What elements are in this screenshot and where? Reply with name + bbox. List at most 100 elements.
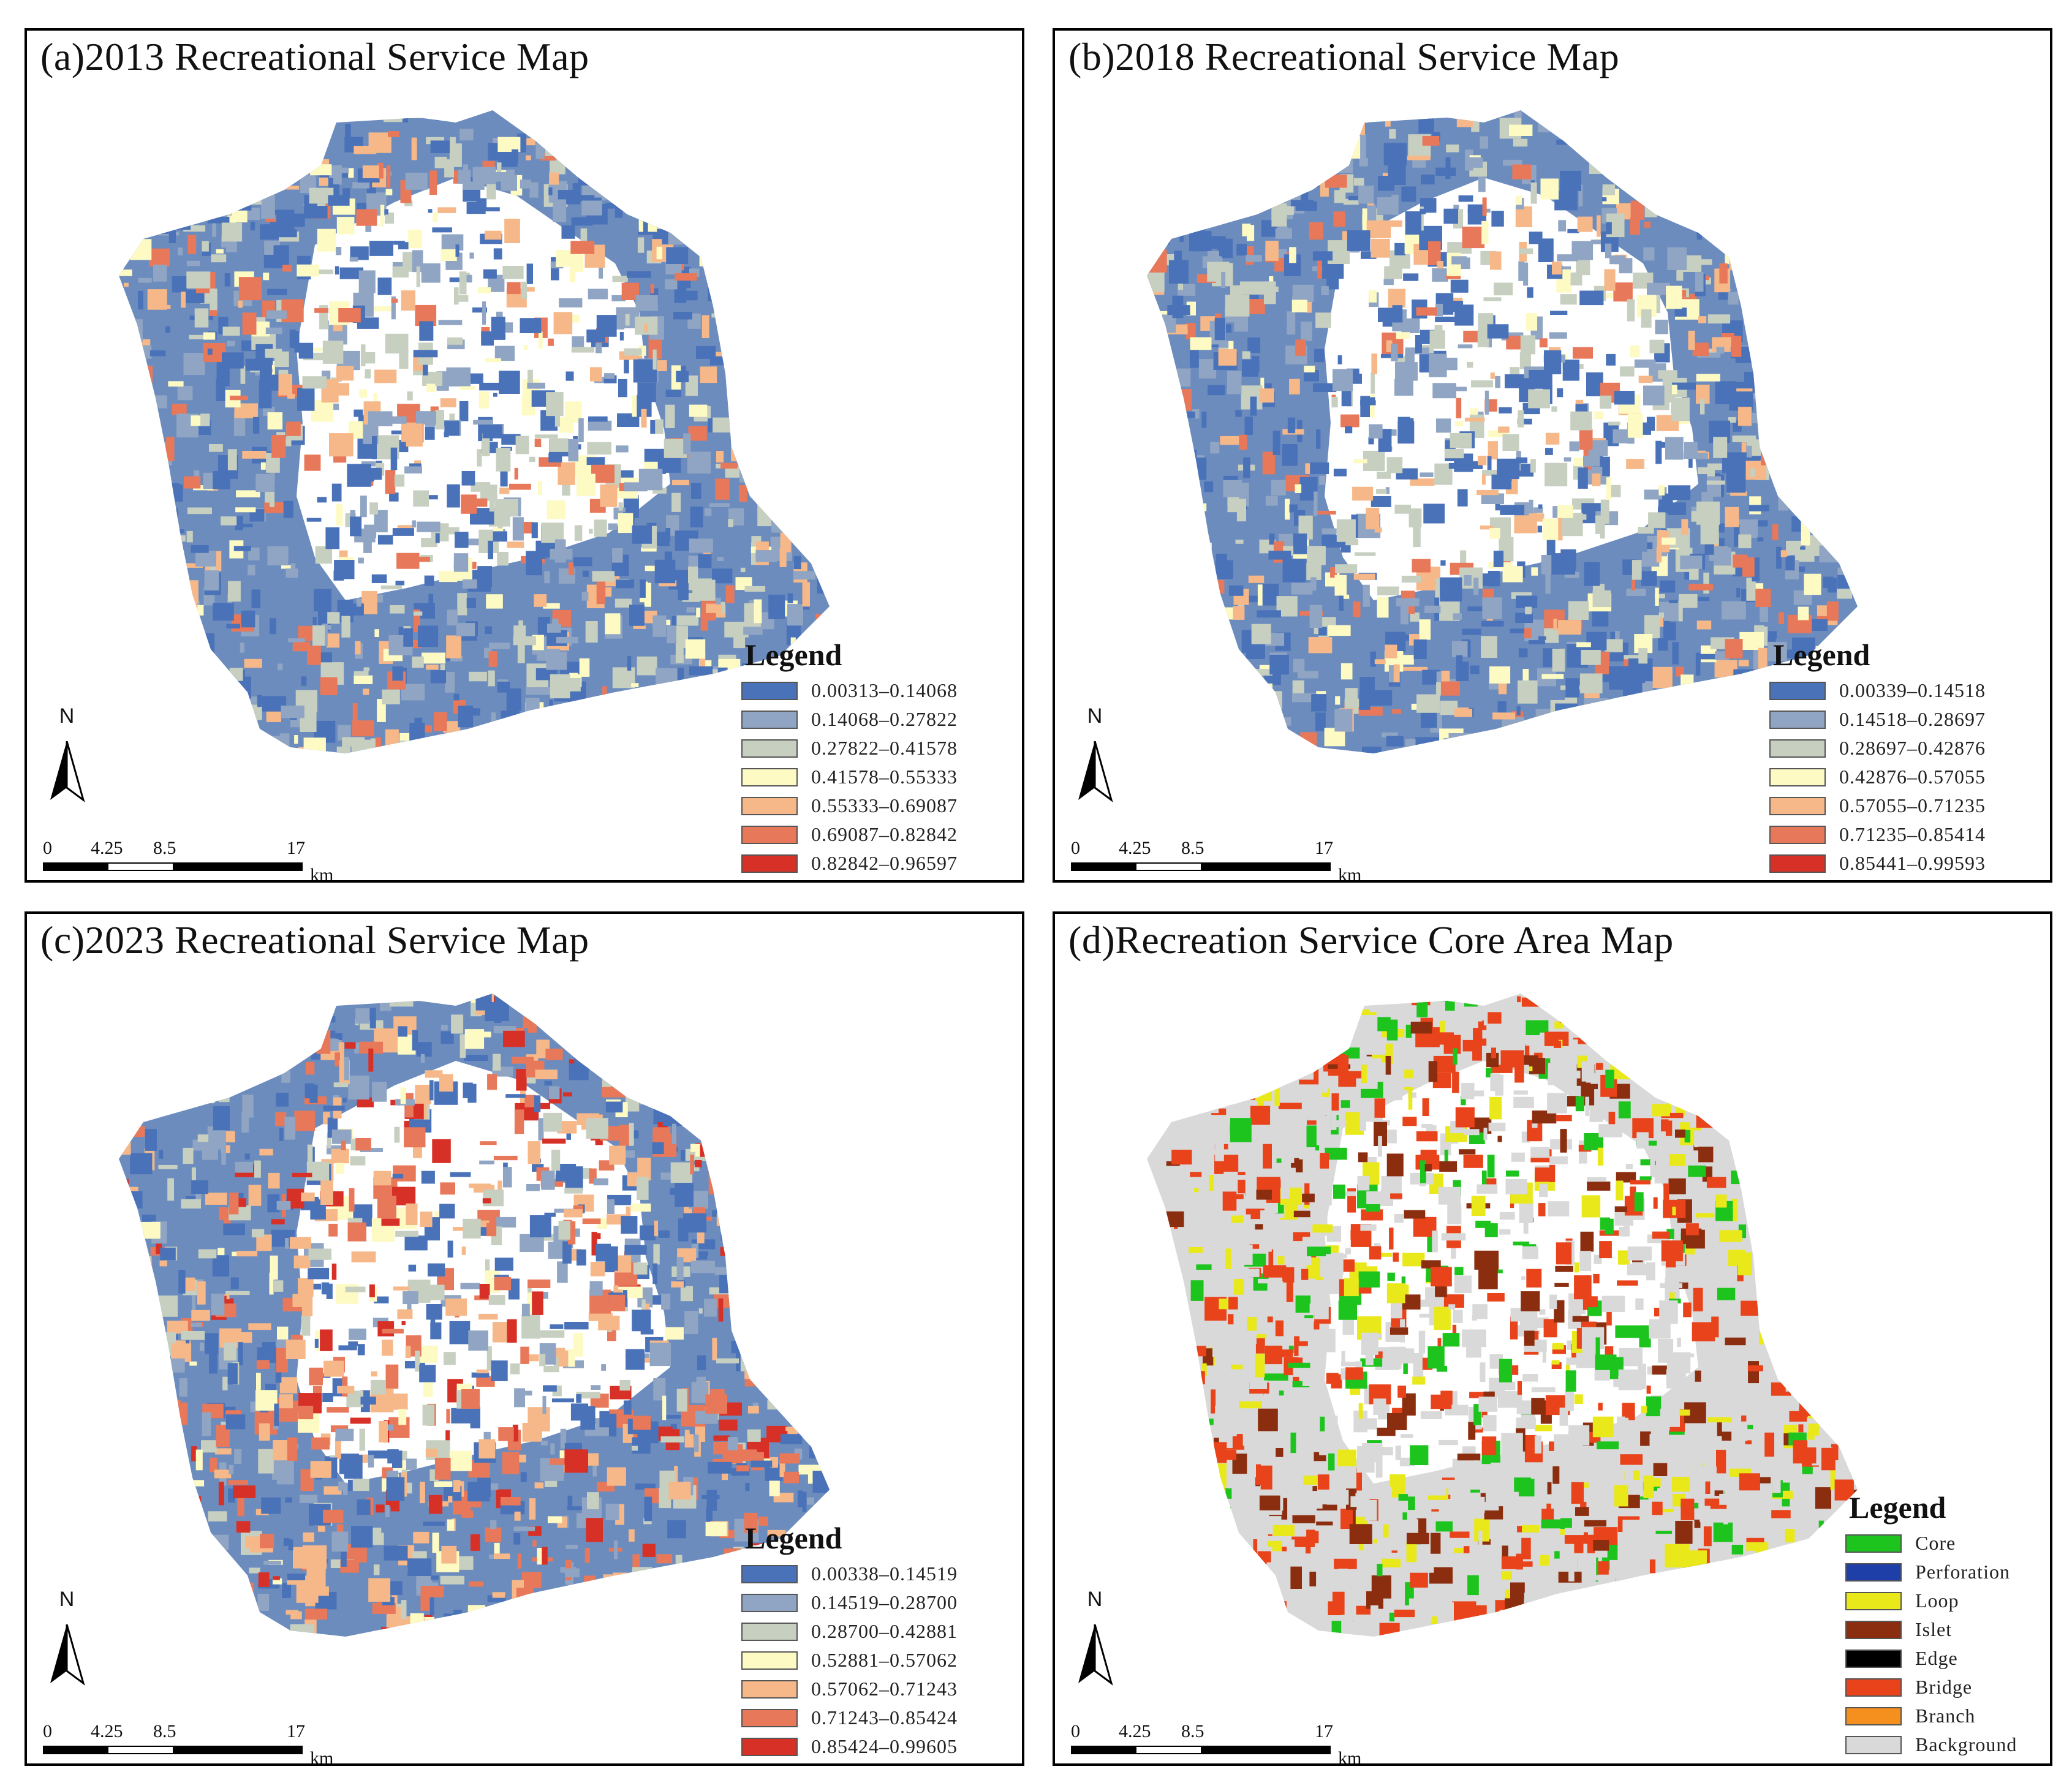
panel-title: (b)2018 Recreational Service Map xyxy=(1068,35,1620,78)
legend-item: Edge xyxy=(1845,1644,2017,1673)
legend-item: Branch xyxy=(1845,1702,2017,1730)
legend-swatch xyxy=(741,1651,798,1670)
scale-unit: km xyxy=(1338,1748,1362,1766)
legend-label: 0.00338–0.14519 xyxy=(811,1563,958,1585)
legend-item: 0.85441–0.99593 xyxy=(1769,849,1986,878)
legend-item: 0.52881–0.57062 xyxy=(741,1646,958,1675)
north-arrow: N xyxy=(1073,1588,1116,1716)
scale-tick-3: 17 xyxy=(1315,838,1333,858)
scale-tick-3: 17 xyxy=(1315,1721,1333,1741)
map-panel-core-area: (d)Recreation Service Core Area Map Lege… xyxy=(1053,911,2052,1766)
legend-label: 0.00313–0.14068 xyxy=(811,679,958,701)
legend-swatch xyxy=(1769,854,1826,873)
legend-item: 0.57055–0.71235 xyxy=(1769,791,1986,820)
scale-tick-2: 8.5 xyxy=(1181,1721,1204,1741)
legend-item: 0.14518–0.28697 xyxy=(1769,705,1986,734)
legend-swatch xyxy=(741,1708,798,1727)
scale-bar-body xyxy=(43,862,303,871)
legend-label: 0.85424–0.99605 xyxy=(811,1735,958,1757)
north-arrow-icon xyxy=(50,741,85,802)
north-arrow: N xyxy=(1073,704,1116,833)
scale-tick-3: 17 xyxy=(287,838,305,858)
legend-swatch xyxy=(741,1593,798,1612)
legend-swatch xyxy=(741,796,798,815)
north-arrow: N xyxy=(45,1588,88,1716)
legend: Legend Core Perforation Loop Islet Edge Bridg… xyxy=(1845,1490,2017,1759)
legend-item: 0.41578–0.55333 xyxy=(741,763,958,791)
legend-label: Core xyxy=(1915,1532,1956,1554)
scale-unit: km xyxy=(310,865,334,883)
legend-title: Legend xyxy=(1773,638,1870,672)
scale-bar: 0 4.25 8.5 17 km xyxy=(1071,1721,1414,1763)
legend-swatch xyxy=(741,1622,798,1641)
panel-title: (d)Recreation Service Core Area Map xyxy=(1068,918,1674,962)
legend-label: 0.42876–0.57055 xyxy=(1839,766,1986,788)
legend-item: Core xyxy=(1845,1529,2017,1558)
scale-unit: km xyxy=(1338,865,1362,883)
scale-tick-0: 0 xyxy=(1071,838,1080,858)
legend-label: 0.57055–0.71235 xyxy=(1839,794,1986,816)
map-panel-2013: (a)2013 Recreational Service Map Legend … xyxy=(25,28,1024,883)
legend-item: 0.00313–0.14068 xyxy=(741,676,958,705)
recreation-service-core-area-map xyxy=(1147,994,1858,1637)
legend-label: 0.41578–0.55333 xyxy=(811,766,958,788)
legend-swatch xyxy=(741,1564,798,1583)
legend: Legend 0.00339–0.14518 0.14518–0.28697 0.2… xyxy=(1769,637,1986,878)
legend-swatch xyxy=(741,825,798,844)
legend-swatch xyxy=(1845,1649,1902,1668)
legend-item: 0.42876–0.57055 xyxy=(1769,763,1986,791)
scale-tick-2: 8.5 xyxy=(1181,838,1204,858)
legend-item: Bridge xyxy=(1845,1673,2017,1702)
legend-label: 0.69087–0.82842 xyxy=(811,823,958,845)
legend-item: 0.85424–0.99605 xyxy=(741,1732,958,1761)
legend-item: 0.69087–0.82842 xyxy=(741,820,958,849)
legend-label: Perforation xyxy=(1915,1561,2010,1583)
scale-tick-0: 0 xyxy=(43,838,52,858)
legend-item: 0.71235–0.85414 xyxy=(1769,820,1986,849)
legend-item: 0.82842–0.96597 xyxy=(741,849,958,878)
legend-label: 0.52881–0.57062 xyxy=(811,1649,958,1671)
panel-title: (c)2023 Recreational Service Map xyxy=(40,918,589,962)
scale-tick-2: 8.5 xyxy=(153,1721,176,1741)
ring-texture xyxy=(1147,994,1858,1637)
legend-swatch xyxy=(1845,1706,1902,1725)
legend-item: Perforation xyxy=(1845,1558,2017,1586)
scale-tick-3: 17 xyxy=(287,1721,305,1741)
recreational-service-map-2023 xyxy=(119,994,830,1637)
legend-item: 0.14519–0.28700 xyxy=(741,1588,958,1617)
legend-label: 0.57062–0.71243 xyxy=(811,1678,958,1700)
scale-bar: 0 4.25 8.5 17 km xyxy=(1071,838,1414,880)
north-label: N xyxy=(1087,1588,1103,1611)
legend-swatch xyxy=(1845,1563,1902,1582)
legend-swatch xyxy=(741,681,798,700)
legend-swatch xyxy=(741,767,798,786)
legend-swatch xyxy=(1769,767,1826,786)
legend-swatch xyxy=(741,710,798,729)
scale-unit: km xyxy=(310,1748,334,1766)
legend-label: Edge xyxy=(1915,1647,1958,1669)
legend-item: 0.55333–0.69087 xyxy=(741,791,958,820)
north-label: N xyxy=(59,704,75,728)
legend-label: Branch xyxy=(1915,1705,1976,1727)
legend-label: Bridge xyxy=(1915,1676,1973,1698)
legend-swatch xyxy=(741,1680,798,1699)
legend-swatch xyxy=(1845,1678,1902,1697)
legend-title: Legend xyxy=(1849,1490,1946,1525)
legend-swatch xyxy=(1769,825,1826,844)
legend-item: Background xyxy=(1845,1730,2017,1759)
scale-bar-body xyxy=(1071,862,1331,871)
scale-bar-body xyxy=(1071,1746,1331,1754)
map-panel-2018: (b)2018 Recreational Service Map Legend … xyxy=(1053,28,2052,883)
scale-tick-1: 4.25 xyxy=(1119,1721,1151,1741)
legend-swatch xyxy=(741,854,798,873)
legend-item: Islet xyxy=(1845,1615,2017,1644)
scale-bar-body xyxy=(43,1746,303,1754)
scale-tick-0: 0 xyxy=(1071,1721,1080,1741)
legend-label: 0.28700–0.42881 xyxy=(811,1620,958,1642)
legend-label: 0.71235–0.85414 xyxy=(1839,823,1986,845)
scale-bar: 0 4.25 8.5 17 km xyxy=(43,1721,386,1763)
legend-item: Loop xyxy=(1845,1586,2017,1615)
recreational-service-map-2013 xyxy=(119,110,830,753)
legend-item: 0.57062–0.71243 xyxy=(741,1675,958,1703)
legend-label: 0.00339–0.14518 xyxy=(1839,679,1986,701)
